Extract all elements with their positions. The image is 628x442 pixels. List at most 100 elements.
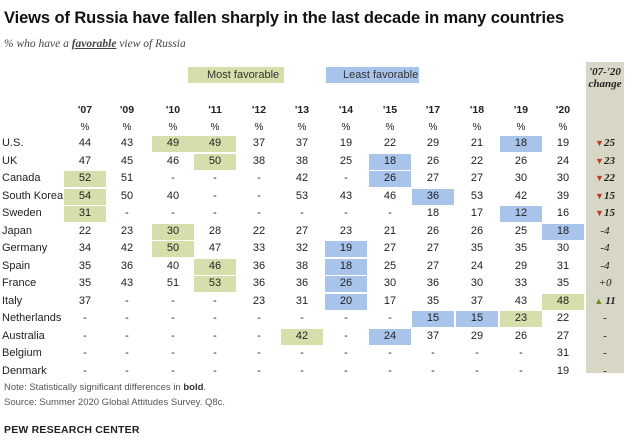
table-cell: -: [431, 364, 435, 377]
table-cell: 27: [383, 242, 397, 254]
note-prefix: Note: Statistically significant differen…: [4, 382, 184, 393]
table-cell: 34: [78, 242, 92, 254]
table-cell: 27: [295, 224, 309, 237]
table-cell: 35: [470, 242, 484, 254]
column-unit: %: [385, 122, 395, 133]
table-cell: 53: [470, 189, 484, 202]
highlight-least-australia: [369, 328, 411, 345]
table-cell: -: [171, 312, 175, 324]
table-cell: -: [213, 312, 217, 324]
table-cell: -: [125, 329, 129, 342]
table-cell: -: [213, 189, 217, 202]
table-cell: 31: [556, 259, 570, 272]
decrease-arrow-icon: ▼: [595, 173, 604, 183]
legend-label-least: Least favorable: [343, 69, 419, 81]
table-cell: 18: [514, 137, 528, 149]
table-cell: 35: [514, 242, 528, 254]
table-cell: 53: [295, 189, 309, 202]
table-cell: 22: [383, 137, 397, 149]
change-number: -4: [600, 242, 610, 254]
column-header-20: '20: [555, 104, 571, 116]
table-cell: -: [83, 364, 87, 377]
highlight-most-u-s: [194, 136, 236, 152]
table-cell: 26: [383, 172, 397, 184]
table-cell: 26: [514, 154, 528, 167]
table-cell: 36: [120, 259, 134, 272]
table-cell: 37: [252, 137, 266, 149]
table-cell: 39: [556, 189, 570, 202]
table-cell: -: [213, 364, 217, 377]
table-cell: 35: [426, 294, 440, 307]
highlight-least-sweden: [500, 206, 542, 222]
table-cell: -: [344, 347, 348, 359]
chart-title: Views of Russia have fallen sharply in t…: [4, 9, 565, 27]
table-cell: 37: [78, 294, 92, 307]
table-cell: 42: [295, 329, 309, 342]
increase-arrow-icon: ▲: [594, 295, 606, 306]
table-cell: 26: [514, 329, 528, 342]
table-cell: 35: [556, 277, 570, 289]
table-cell: -: [171, 172, 175, 184]
table-cell: 26: [426, 154, 440, 167]
column-unit: %: [122, 122, 132, 133]
change-value: ▼23: [588, 155, 622, 167]
table-cell: 48: [556, 294, 570, 307]
column-header-19: '19: [513, 104, 529, 116]
table-cell: 18: [426, 207, 440, 219]
table-cell: -: [257, 172, 261, 184]
table-cell: 36: [426, 189, 440, 202]
table-cell: -: [213, 347, 217, 359]
country-label: Italy: [2, 294, 23, 307]
table-cell: 42: [120, 242, 134, 254]
table-cell: 22: [78, 224, 92, 237]
table-cell: 51: [166, 277, 180, 289]
change-value: -: [588, 330, 622, 342]
table-cell: 38: [252, 154, 266, 167]
table-cell: -: [257, 329, 261, 342]
highlight-least-italy: [325, 293, 367, 310]
country-label: Japan: [2, 224, 32, 237]
table-cell: 30: [383, 277, 397, 289]
table-cell: 50: [120, 189, 134, 202]
table-cell: 18: [383, 154, 397, 167]
table-cell: -: [257, 364, 261, 377]
table-cell: 18: [556, 224, 570, 237]
table-cell: -: [300, 347, 304, 359]
table-cell: -: [125, 364, 129, 377]
table-cell: -: [519, 347, 523, 359]
column-unit: %: [472, 122, 482, 133]
highlight-least-spain: [325, 258, 367, 275]
change-value: ▲ 11: [588, 295, 622, 307]
change-column-background: [586, 62, 624, 373]
table-cell: -: [125, 347, 129, 359]
table-cell: -: [213, 329, 217, 342]
highlight-least-south-korea: [412, 188, 454, 205]
table-cell: 31: [78, 207, 92, 219]
table-cell: 51: [120, 172, 134, 184]
table-cell: -: [125, 312, 129, 324]
table-cell: 43: [120, 137, 134, 149]
column-unit: %: [210, 122, 220, 133]
column-unit: %: [341, 122, 351, 133]
change-value: ▼25: [588, 137, 622, 149]
highlight-most-u-s: [152, 136, 194, 152]
table-cell: 31: [295, 294, 309, 307]
table-cell: 49: [208, 137, 222, 149]
table-cell: 25: [514, 224, 528, 237]
decrease-arrow-icon: ▼: [595, 190, 604, 201]
table-cell: -: [213, 172, 217, 184]
country-label: Denmark: [2, 364, 47, 377]
column-header-12: '12: [251, 104, 267, 116]
table-cell: 30: [556, 172, 570, 184]
highlight-least-netherlands: [412, 311, 454, 327]
change-value: ▼22: [588, 172, 622, 184]
table-cell: 36: [295, 277, 309, 289]
table-cell: -: [257, 312, 261, 324]
column-header-17: '17: [425, 104, 441, 116]
table-cell: 26: [339, 277, 353, 289]
change-number: +0: [598, 277, 612, 289]
change-value: -4: [588, 260, 622, 272]
table-cell: 20: [339, 294, 353, 307]
table-cell: -: [300, 207, 304, 219]
highlight-most-uk: [194, 153, 236, 170]
